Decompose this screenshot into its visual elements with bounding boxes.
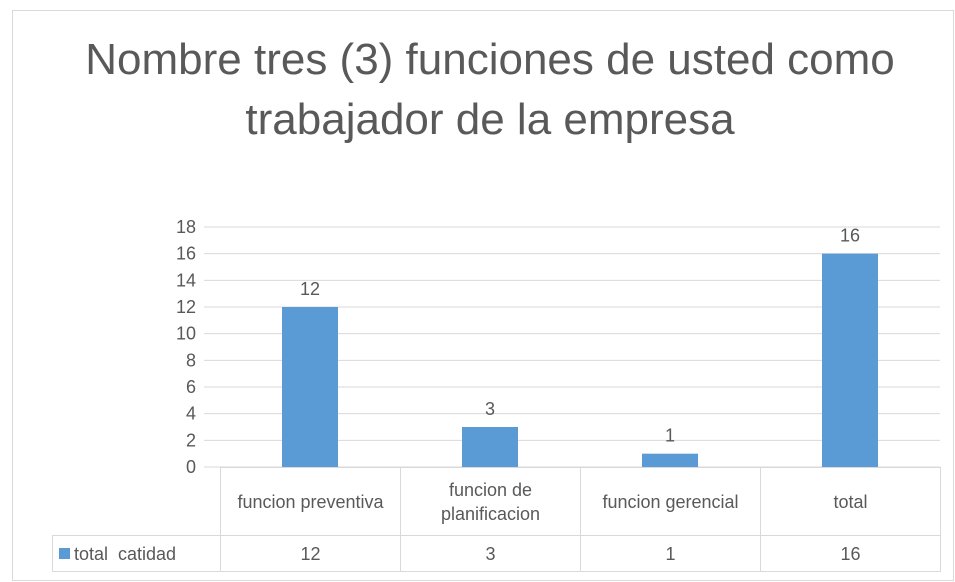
chart-title: Nombre tres (3) funciones de usted como … xyxy=(85,35,895,144)
bar xyxy=(822,253,878,467)
category-cell: funcion de planificacion xyxy=(400,467,581,536)
chart-frame xyxy=(12,10,954,581)
data-label: 1 xyxy=(665,426,675,446)
y-tick-label: 16 xyxy=(176,244,196,264)
y-tick-label: 4 xyxy=(186,404,196,424)
table-value: 1 xyxy=(580,535,761,572)
bar xyxy=(462,427,518,467)
bar xyxy=(642,453,698,467)
data-label: 12 xyxy=(300,279,320,299)
table-value: 16 xyxy=(760,535,941,572)
category-cell: funcion gerencial xyxy=(580,467,761,536)
y-tick-label: 10 xyxy=(176,324,196,344)
bar xyxy=(282,307,338,467)
y-tick-label: 6 xyxy=(186,377,196,397)
table-value: 12 xyxy=(220,535,401,572)
y-tick-label: 14 xyxy=(176,270,196,290)
category-cell: funcion preventiva xyxy=(220,467,401,536)
data-label: 3 xyxy=(485,399,495,419)
y-tick-label: 0 xyxy=(186,457,196,477)
legend-label: total catidad xyxy=(74,543,177,564)
y-tick-label: 12 xyxy=(176,297,196,317)
y-tick-label: 2 xyxy=(186,430,196,450)
y-tick-label: 8 xyxy=(186,350,196,370)
legend-cell: total catidad xyxy=(52,535,221,572)
table-value: 3 xyxy=(400,535,581,572)
data-label: 16 xyxy=(840,226,860,246)
category-cell: total xyxy=(760,467,941,536)
y-tick-label: 18 xyxy=(176,217,196,237)
legend-key xyxy=(59,548,70,559)
